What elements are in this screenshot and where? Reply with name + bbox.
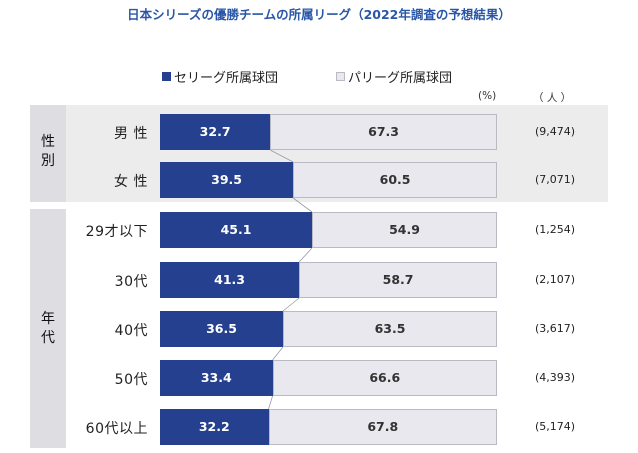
legend-label-central: セリーグ所属球団 (174, 71, 279, 86)
data-label-pacific: 54.9 (389, 222, 420, 237)
row-label: 30代 (114, 274, 148, 290)
row-label: 50代 (114, 372, 148, 388)
data-label-pacific: 60.5 (379, 172, 411, 187)
connector-line (298, 247, 313, 263)
percent-unit-label: (%) (478, 90, 497, 102)
legend-swatch-central (162, 72, 171, 81)
bar-row: 45.1 54.9 (160, 212, 497, 248)
connector-line (270, 149, 294, 163)
group-label-age: 年代 (41, 311, 55, 346)
legend-item-central: セリーグ所属球団 (162, 67, 278, 86)
connector-line (272, 346, 284, 361)
bar-row: 36.5 63.5 (160, 311, 497, 347)
data-label-central: 32.2 (198, 419, 230, 434)
legend-item-pacific: パリーグ所属球団 (336, 67, 452, 86)
group-label-gender: 性別 (41, 134, 55, 169)
data-label-pacific: 67.8 (367, 419, 399, 434)
sample-count: (5,174) (534, 420, 576, 433)
data-label-pacific: 58.7 (382, 272, 414, 287)
bar-segment-central (160, 360, 273, 396)
chart-title: 日本シリーズの優勝チームの所属リーグ（2022年調査の予想結果） (127, 7, 511, 22)
legend-swatch-pacific (336, 72, 345, 81)
legend-label-pacific: パリーグ所属球団 (348, 71, 453, 86)
sample-count: (1,254) (534, 223, 576, 236)
bar-segment-pacific (268, 409, 497, 445)
bar-segment-central (160, 114, 271, 150)
bar-segment-central (160, 162, 294, 198)
connector-line (292, 197, 313, 213)
data-label-central: 32.7 (199, 124, 231, 139)
people-unit-label: （ 人 ） (533, 92, 572, 104)
bar-segment-central (160, 212, 312, 248)
sample-count: (3,617) (534, 322, 576, 335)
bar-segment-pacific (293, 162, 497, 198)
data-label-pacific: 66.6 (369, 370, 401, 385)
data-label-central: 41.3 (214, 272, 245, 287)
data-label-pacific: 67.3 (368, 124, 399, 139)
row-label: 男 性 (114, 126, 148, 142)
sample-count: (7,071) (534, 173, 576, 186)
group-box-gender (30, 105, 66, 202)
bar-row: 33.4 66.6 (160, 360, 497, 396)
bar-row: 39.5 60.5 (160, 162, 497, 198)
bar-segment-central (160, 262, 300, 298)
bar-segment-pacific (299, 262, 497, 298)
sample-count: (2,107) (534, 273, 576, 286)
data-label-central: 33.4 (200, 370, 232, 385)
data-label-central: 36.5 (206, 321, 237, 336)
row-label: 40代 (114, 323, 148, 339)
sample-count: (9,474) (534, 125, 576, 138)
bar-segment-pacific (283, 311, 497, 347)
bar-segment-pacific (272, 360, 497, 396)
bar-row: 32.2 67.8 (160, 409, 497, 445)
row-label: 60代以上 (85, 421, 148, 437)
sample-count: (4,393) (534, 371, 576, 384)
group-box-age (30, 209, 66, 448)
row-label: 29才以下 (85, 224, 148, 240)
bar-segment-pacific (311, 212, 497, 248)
bar-segment-central (160, 409, 269, 445)
connector-line (268, 395, 273, 410)
row-label: 女 性 (114, 174, 148, 190)
data-label-central: 45.1 (220, 222, 252, 237)
data-label-pacific: 63.5 (374, 321, 406, 336)
connector-line (282, 297, 300, 312)
bar-row: 41.3 58.7 (160, 262, 497, 298)
bar-row: 32.7 67.3 (160, 114, 497, 150)
bar-segment-central (160, 311, 283, 347)
data-label-central: 39.5 (211, 172, 242, 187)
bar-segment-pacific (270, 114, 497, 150)
